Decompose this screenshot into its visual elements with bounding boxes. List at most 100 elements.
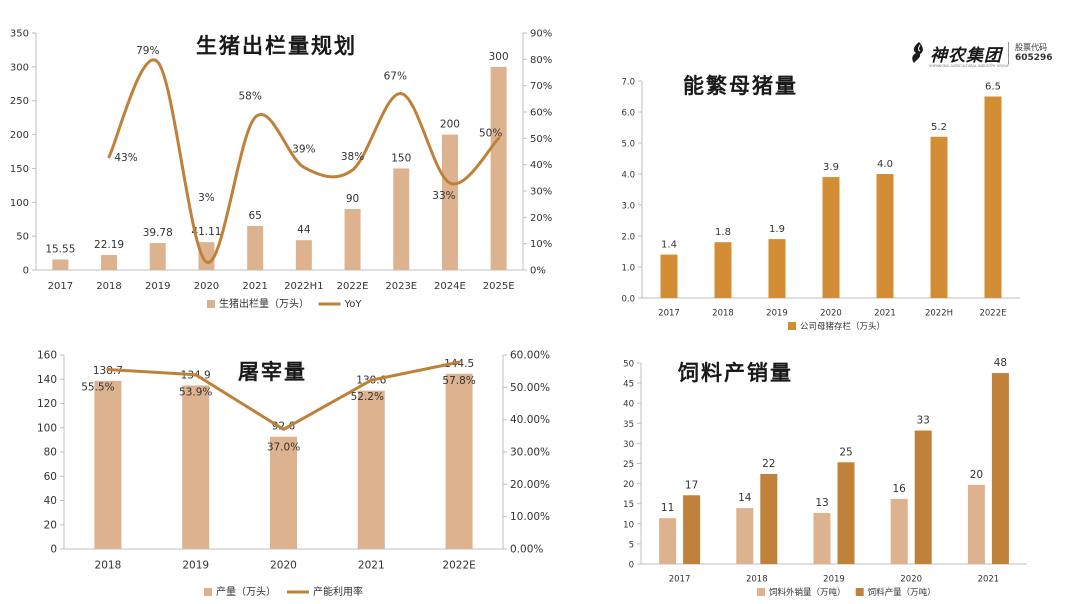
legend-swatch bbox=[204, 588, 212, 596]
brand-code-value: 605296 bbox=[1015, 53, 1053, 63]
bar-data-label: 48 bbox=[994, 357, 1007, 369]
y-tick-label: 250 bbox=[10, 96, 29, 107]
bar-data-label: 13 bbox=[815, 497, 828, 509]
y-right-tick-label: 50.00% bbox=[510, 382, 550, 394]
bar-data-label: 22.19 bbox=[94, 239, 124, 251]
bar bbox=[659, 518, 677, 564]
legend-label: 饲料产量（万吨） bbox=[868, 587, 936, 598]
y-right-tick-label: 70% bbox=[530, 81, 552, 92]
line-data-label: 55.5% bbox=[81, 382, 114, 394]
x-tick-label: 2022H1 bbox=[284, 281, 323, 292]
line-series bbox=[106, 360, 461, 431]
bar-data-label: 14 bbox=[738, 492, 752, 504]
legend-label: 产能利用率 bbox=[313, 585, 363, 598]
y-right-tick-label: 40.00% bbox=[510, 414, 550, 426]
bar bbox=[991, 373, 1009, 564]
y-right-tick-label: 20.00% bbox=[510, 479, 550, 491]
x-tick-label: 2022E bbox=[337, 281, 369, 292]
y-tick-label: 15 bbox=[623, 500, 634, 510]
line-data-label: 38% bbox=[341, 151, 364, 163]
bar-data-label: 22 bbox=[762, 458, 775, 470]
y-tick-label: 5 bbox=[629, 540, 634, 550]
bar-data-label: 17 bbox=[685, 479, 698, 491]
y-right-tick-label: 90% bbox=[530, 29, 552, 40]
legend-label: 饲料外销量（万吨） bbox=[769, 587, 846, 598]
x-tick-label: 2020 bbox=[270, 560, 297, 572]
y-right-tick-label: 40% bbox=[530, 160, 552, 171]
bar-data-label: 150 bbox=[391, 152, 411, 164]
line-data-label: 52.2% bbox=[351, 391, 384, 403]
x-tick-label: 2018 bbox=[96, 281, 121, 292]
y-tick-label: 2.0 bbox=[621, 233, 635, 243]
y-tick-label: 30 bbox=[623, 440, 634, 450]
y-tick-label: 35 bbox=[623, 420, 634, 430]
bar bbox=[445, 373, 473, 549]
bar-data-label: 33 bbox=[917, 415, 930, 427]
y-tick-label: 20 bbox=[623, 480, 634, 490]
bar-data-label: 90 bbox=[346, 193, 359, 205]
y-right-tick-label: 50% bbox=[530, 134, 552, 145]
brand-subtitle: SHENNONG AGRICULTURAL INDUSTRY GROUP bbox=[929, 64, 1010, 68]
x-tick-label: 2019 bbox=[182, 560, 209, 572]
line-data-label: 33% bbox=[432, 190, 455, 202]
y-tick-label: 120 bbox=[37, 398, 57, 410]
y-tick-label: 300 bbox=[10, 62, 29, 73]
y-tick-label: 3.0 bbox=[621, 202, 635, 212]
bar bbox=[890, 498, 908, 564]
y-tick-label: 40 bbox=[623, 400, 634, 410]
bar-data-label: 4.0 bbox=[877, 159, 893, 170]
y-tick-label: 0 bbox=[23, 266, 29, 277]
bar bbox=[876, 174, 894, 298]
bar bbox=[822, 177, 840, 298]
chart-feed: 0 5 10 15 20 25 30 35 40 45 50 2017 2018 2019 2020 2021… bbox=[600, 340, 1080, 604]
brand-code: 股票代码 605296 bbox=[1015, 43, 1053, 63]
bar bbox=[714, 242, 732, 298]
line-data-label: 79% bbox=[136, 45, 159, 57]
bar-data-label: 3.9 bbox=[823, 162, 839, 173]
bar bbox=[52, 259, 69, 270]
y-tick-label: 20 bbox=[44, 519, 57, 531]
chart-sow-inventory: 0.0 1.0 2.0 3.0 4.0 5.0 6.0 7.0 2017 2018 2019 2020… bbox=[600, 60, 1060, 340]
bar-data-label: 16 bbox=[893, 483, 907, 495]
bar-data-label: 1.4 bbox=[661, 240, 677, 251]
legend-swatch bbox=[855, 588, 864, 596]
x-tick-label: 2021 bbox=[358, 560, 385, 572]
y-right-tick-label: 10.00% bbox=[510, 511, 550, 523]
bar bbox=[441, 134, 458, 270]
bar bbox=[94, 380, 122, 549]
x-tick-label: 2022E bbox=[442, 560, 475, 572]
y-tick-label: 160 bbox=[37, 350, 57, 362]
bar-data-label: 92.6 bbox=[272, 421, 296, 433]
bar bbox=[768, 239, 786, 298]
line-data-label: 58% bbox=[238, 90, 261, 102]
bar-data-label: 1.8 bbox=[715, 227, 731, 238]
x-tick-label: 2018 bbox=[746, 575, 768, 585]
y-tick-label: 5.0 bbox=[621, 140, 635, 150]
legend-swatch bbox=[757, 588, 765, 596]
brand-code-label: 股票代码 bbox=[1015, 43, 1047, 52]
brand-separator bbox=[1008, 42, 1009, 64]
bar bbox=[149, 243, 166, 270]
bar-data-label: 41.11 bbox=[191, 226, 221, 238]
line-data-label: 67% bbox=[384, 71, 407, 83]
bar bbox=[101, 254, 118, 270]
bar bbox=[490, 66, 507, 270]
y-tick-label: 45 bbox=[623, 380, 634, 390]
legend-label: 生猪出栏量（万头） bbox=[219, 297, 309, 310]
chart-title-sow-inventory: 能繁母猪量 bbox=[683, 74, 798, 98]
x-tick-label: 2017 bbox=[658, 309, 680, 319]
bar-data-label: 6.5 bbox=[985, 82, 1001, 93]
x-tick-label: 2023E bbox=[385, 281, 417, 292]
line-series bbox=[107, 58, 501, 264]
legend-swatch bbox=[788, 322, 796, 330]
y-right-tick-label: 0% bbox=[530, 266, 546, 277]
chart-hog-output-svg: 0 50 100 150 200 250 300 350 0% 10% 20% 30% 40% 50% 60… bbox=[10, 29, 552, 311]
chart-slaughter-svg: 0 20 40 60 80 100 120 140 160 0.00% 10.00% 20.00% 30… bbox=[37, 350, 550, 599]
bar-data-label: 300 bbox=[489, 51, 509, 63]
x-tick-label: 2017 bbox=[48, 281, 73, 292]
y-right-tick-label: 80% bbox=[530, 55, 552, 66]
y-tick-label: 140 bbox=[37, 374, 57, 386]
y-tick-label: 150 bbox=[10, 164, 29, 175]
chart-slaughter: 0 20 40 60 80 100 120 140 160 0.00% 10.00% 20.00% 30… bbox=[0, 340, 560, 604]
